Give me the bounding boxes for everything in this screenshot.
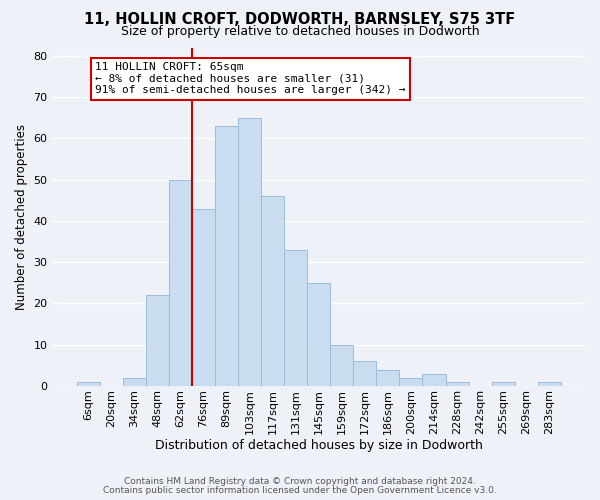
Bar [446, 382, 469, 386]
Text: Size of property relative to detached houses in Dodworth: Size of property relative to detached ho… [121, 25, 479, 38]
Bar [123, 378, 146, 386]
Bar [215, 126, 238, 386]
X-axis label: Distribution of detached houses by size in Dodworth: Distribution of detached houses by size … [155, 440, 483, 452]
Bar [491, 382, 515, 386]
Bar [353, 362, 376, 386]
Text: 11 HOLLIN CROFT: 65sqm
← 8% of detached houses are smaller (31)
91% of semi-deta: 11 HOLLIN CROFT: 65sqm ← 8% of detached … [95, 62, 406, 95]
Bar [422, 374, 446, 386]
Bar [400, 378, 422, 386]
Text: Contains HM Land Registry data © Crown copyright and database right 2024.: Contains HM Land Registry data © Crown c… [124, 477, 476, 486]
Bar [192, 208, 215, 386]
Bar [238, 118, 261, 386]
Bar [284, 250, 307, 386]
Bar [77, 382, 100, 386]
Bar [330, 345, 353, 386]
Bar [261, 196, 284, 386]
Text: Contains public sector information licensed under the Open Government Licence v3: Contains public sector information licen… [103, 486, 497, 495]
Y-axis label: Number of detached properties: Number of detached properties [15, 124, 28, 310]
Text: 11, HOLLIN CROFT, DODWORTH, BARNSLEY, S75 3TF: 11, HOLLIN CROFT, DODWORTH, BARNSLEY, S7… [85, 12, 515, 28]
Bar [146, 295, 169, 386]
Bar [538, 382, 561, 386]
Bar [376, 370, 400, 386]
Bar [307, 283, 330, 386]
Bar [169, 180, 192, 386]
